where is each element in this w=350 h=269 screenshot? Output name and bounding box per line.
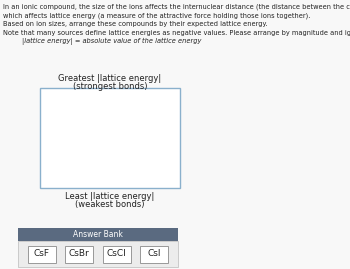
FancyBboxPatch shape bbox=[18, 241, 178, 267]
Text: CsBr: CsBr bbox=[69, 250, 90, 259]
Text: (strongest bonds): (strongest bonds) bbox=[73, 82, 147, 91]
Text: Greatest |lattice energy|: Greatest |lattice energy| bbox=[58, 74, 162, 83]
Text: Least |lattice energy|: Least |lattice energy| bbox=[65, 192, 155, 201]
FancyBboxPatch shape bbox=[103, 246, 131, 263]
Text: Answer Bank: Answer Bank bbox=[73, 230, 123, 239]
Text: In an ionic compound, the size of the ions affects the internuclear distance (th: In an ionic compound, the size of the io… bbox=[3, 4, 350, 10]
Text: which affects lattice energy (a measure of the attractive force holding those io: which affects lattice energy (a measure … bbox=[3, 12, 310, 19]
Text: CsF: CsF bbox=[34, 250, 50, 259]
Text: (weakest bonds): (weakest bonds) bbox=[75, 200, 145, 209]
FancyBboxPatch shape bbox=[18, 228, 178, 241]
Text: Note that many sources define lattice energies as negative values. Please arrang: Note that many sources define lattice en… bbox=[3, 30, 350, 36]
FancyBboxPatch shape bbox=[40, 88, 180, 188]
FancyBboxPatch shape bbox=[140, 246, 168, 263]
Text: CsI: CsI bbox=[148, 250, 161, 259]
FancyBboxPatch shape bbox=[28, 246, 56, 263]
Text: Based on ion sizes, arrange these compounds by their expected lattice energy.: Based on ion sizes, arrange these compou… bbox=[3, 21, 267, 27]
Text: |lattice energy| = absolute value of the lattice energy: |lattice energy| = absolute value of the… bbox=[22, 38, 201, 45]
FancyBboxPatch shape bbox=[65, 246, 93, 263]
Text: CsCl: CsCl bbox=[107, 250, 127, 259]
